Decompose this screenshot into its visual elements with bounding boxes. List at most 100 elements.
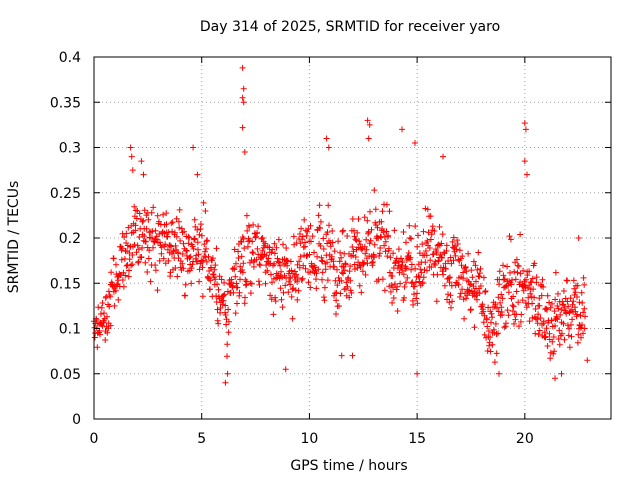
data-point (216, 273, 223, 280)
data-point (99, 300, 106, 306)
data-point (146, 247, 153, 254)
data-point (300, 262, 307, 269)
data-point (349, 216, 356, 222)
data-point (112, 287, 119, 294)
data-point (107, 293, 114, 300)
data-point (134, 242, 141, 249)
data-point (223, 321, 230, 328)
data-point (235, 248, 242, 255)
data-point (185, 240, 192, 247)
data-point-outlier (323, 135, 330, 142)
data-point (203, 258, 210, 265)
data-point (141, 233, 148, 240)
data-point (165, 229, 172, 236)
data-point (253, 256, 260, 263)
data-point (278, 296, 285, 303)
data-point (564, 277, 571, 284)
data-point (554, 316, 561, 323)
data-point (287, 258, 294, 265)
data-point (504, 307, 511, 314)
data-point (189, 261, 196, 268)
data-point (309, 233, 316, 240)
data-point (217, 305, 224, 311)
data-point (540, 284, 547, 290)
data-point (403, 279, 409, 286)
data-point (575, 331, 582, 338)
data-point (547, 304, 554, 311)
data-point (297, 240, 304, 247)
data-point (250, 263, 257, 270)
data-point (505, 282, 512, 289)
data-point (400, 229, 407, 235)
data-point (581, 305, 588, 312)
data-point (176, 206, 183, 213)
data-point (556, 327, 563, 334)
data-point (500, 276, 507, 283)
data-point (508, 281, 515, 288)
data-point (270, 311, 277, 318)
data-point (154, 287, 161, 294)
data-point (533, 274, 540, 281)
data-point (399, 267, 406, 274)
data-point (272, 294, 279, 301)
data-point (561, 336, 568, 343)
data-point (288, 293, 295, 300)
y-tick-label: 0.05 (50, 367, 81, 383)
data-point (327, 243, 334, 250)
data-point (203, 238, 210, 245)
data-point (574, 311, 581, 318)
data-point (319, 276, 325, 283)
data-point (523, 276, 529, 283)
data-point (264, 267, 271, 274)
data-point (177, 237, 184, 244)
data-point (381, 287, 388, 294)
data-point (233, 260, 239, 267)
data-point (135, 258, 142, 265)
data-point (531, 294, 538, 301)
data-point (379, 226, 386, 232)
y-tick-label: 0.2 (59, 231, 81, 247)
chart-title: Day 314 of 2025, SRMTID for receiver yar… (200, 19, 500, 35)
data-point (448, 260, 455, 267)
data-point (456, 247, 463, 254)
data-point (553, 315, 560, 322)
data-point (145, 255, 152, 262)
data-point (143, 225, 150, 232)
data-point (205, 253, 212, 260)
data-point (262, 240, 269, 247)
data-point (495, 330, 501, 337)
data-point (271, 240, 278, 247)
data-point (343, 279, 350, 286)
data-point (225, 318, 232, 325)
data-point (317, 225, 323, 232)
data-point-outlier (575, 235, 582, 241)
data-point (299, 275, 306, 282)
data-point (295, 287, 302, 294)
data-point (559, 330, 565, 337)
data-point (333, 311, 339, 317)
data-point (317, 242, 324, 249)
data-point (413, 295, 420, 302)
data-point (269, 279, 275, 286)
data-point (510, 303, 517, 310)
data-point (371, 187, 378, 194)
data-point (578, 289, 585, 296)
data-point (544, 343, 551, 349)
data-point (377, 245, 384, 251)
data-point (336, 303, 342, 309)
data-point (297, 253, 304, 260)
data-point (525, 294, 532, 301)
data-point (157, 239, 163, 246)
data-point (215, 320, 222, 327)
data-point (460, 275, 467, 282)
data-point (361, 214, 368, 221)
data-point (511, 268, 518, 275)
data-point (204, 237, 211, 244)
data-point (517, 318, 524, 325)
data-point (403, 265, 410, 272)
data-point (239, 269, 246, 276)
data-point (289, 286, 296, 293)
data-point (580, 330, 586, 337)
data-point (280, 241, 286, 248)
data-point (188, 265, 195, 272)
